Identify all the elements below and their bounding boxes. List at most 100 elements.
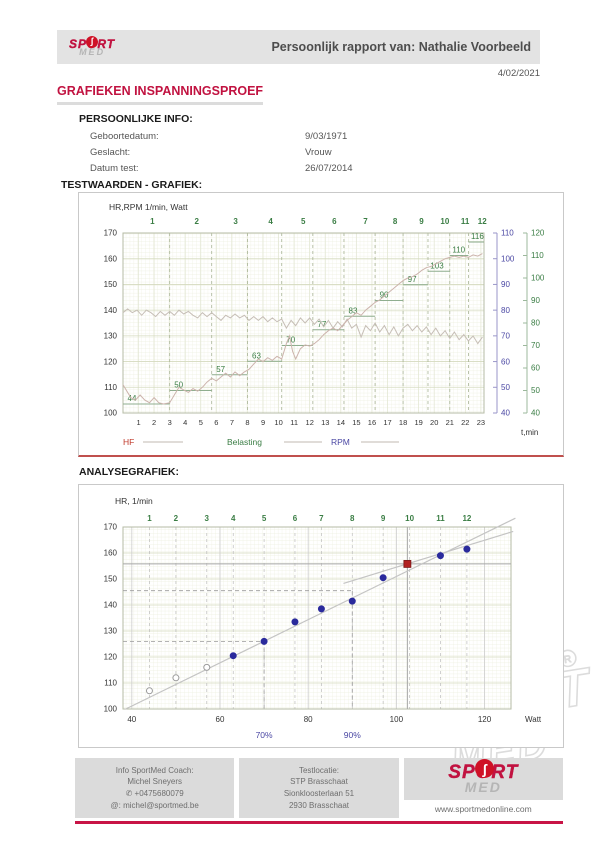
warmup-point <box>203 663 211 671</box>
svg-text:5: 5 <box>262 514 267 523</box>
svg-text:120: 120 <box>104 357 118 366</box>
svg-text:23: 23 <box>477 418 485 427</box>
svg-text:80: 80 <box>304 715 313 724</box>
svg-text:60: 60 <box>216 715 225 724</box>
svg-text:R: R <box>563 654 572 666</box>
svg-text:170: 170 <box>104 229 118 238</box>
svg-text:t,min: t,min <box>521 428 538 437</box>
svg-text:HR, 1/min: HR, 1/min <box>115 496 153 506</box>
svg-text:19: 19 <box>414 418 422 427</box>
info-row-testdate: Datum test: 26/07/2014 <box>90 163 510 174</box>
report-date: 4/02/2021 <box>497 68 540 79</box>
svg-text:9: 9 <box>381 514 386 523</box>
svg-text:50: 50 <box>531 386 540 395</box>
svg-text:9: 9 <box>419 217 424 226</box>
svg-text:5: 5 <box>301 217 306 226</box>
svg-text:80: 80 <box>501 306 510 315</box>
logo-badge-icon: ʃ <box>475 759 495 779</box>
info-row-gender: Geslacht: Vrouw <box>90 147 510 158</box>
svg-text:16: 16 <box>368 418 376 427</box>
svg-text:13: 13 <box>321 418 329 427</box>
footer-location-line: Testlocatie: <box>298 765 339 775</box>
warmup-point <box>145 687 153 695</box>
svg-text:9: 9 <box>261 418 265 427</box>
stage-point <box>379 574 387 582</box>
svg-text:140: 140 <box>104 601 118 610</box>
info-label: Geslacht: <box>90 147 131 158</box>
info-label: Datum test: <box>90 163 139 174</box>
svg-text:6: 6 <box>214 418 218 427</box>
svg-text:90: 90 <box>531 296 540 305</box>
svg-text:7: 7 <box>319 514 324 523</box>
trend-line <box>124 517 516 710</box>
svg-text:150: 150 <box>104 575 118 584</box>
svg-text:3: 3 <box>205 514 210 523</box>
svg-text:170: 170 <box>104 523 118 532</box>
svg-text:10: 10 <box>405 514 414 523</box>
stage-point <box>436 552 444 560</box>
svg-text:130: 130 <box>104 627 118 636</box>
svg-text:83: 83 <box>349 306 358 315</box>
svg-text:3: 3 <box>233 217 238 226</box>
analyse-chart: HR, 1/min 1 2 3 4 5 6 7 8 9 10 11 12 100 110 120 130 140 1… <box>78 484 564 748</box>
info-value: 9/03/1971 <box>305 131 348 142</box>
stage-point <box>291 618 299 626</box>
stage-point <box>348 597 356 605</box>
logo-badge-icon: ʃ <box>86 35 98 48</box>
footer-website-link[interactable]: www.sportmedonline.com <box>403 799 563 818</box>
svg-text:110: 110 <box>501 229 514 238</box>
svg-text:Watt: Watt <box>525 715 542 724</box>
svg-text:3: 3 <box>168 418 172 427</box>
svg-text:50: 50 <box>174 381 183 390</box>
svg-text:100: 100 <box>104 409 118 418</box>
svg-text:57: 57 <box>216 365 225 374</box>
svg-text:HR,RPM 1/min, Watt: HR,RPM 1/min, Watt <box>109 202 188 212</box>
svg-text:Belasting: Belasting <box>227 437 262 447</box>
testwaarden-heading: TESTWAARDEN - GRAFIEK: <box>61 179 203 191</box>
svg-text:8: 8 <box>393 217 398 226</box>
svg-text:97: 97 <box>408 275 417 284</box>
svg-text:12: 12 <box>306 418 314 427</box>
svg-text:160: 160 <box>104 254 118 263</box>
sportmed-logo-icon: SPORT MED ʃ <box>69 35 115 57</box>
footer-location-cell: Testlocatie: STP Brasschaat Sionklooster… <box>239 758 399 818</box>
footer-coach-email: @: michel@sportmed.be <box>110 800 199 810</box>
svg-text:160: 160 <box>104 549 118 558</box>
info-label: Geboortedatum: <box>90 131 159 142</box>
footer-coach-line: Michel Sneyers <box>127 777 182 787</box>
footer-logo-cell: SPORT MED ʃ www.sportmedonline.com <box>403 758 563 818</box>
stage-point <box>463 545 471 553</box>
svg-text:22: 22 <box>461 418 469 427</box>
svg-text:140: 140 <box>104 306 118 315</box>
svg-text:150: 150 <box>104 280 118 289</box>
svg-text:10: 10 <box>274 418 282 427</box>
stage-point <box>260 637 268 645</box>
svg-text:11: 11 <box>290 418 298 427</box>
svg-text:60: 60 <box>531 364 540 373</box>
svg-text:RPM: RPM <box>331 437 350 447</box>
svg-text:63: 63 <box>252 351 261 360</box>
svg-text:70%: 70% <box>256 730 273 740</box>
svg-text:11: 11 <box>461 217 470 226</box>
svg-text:116: 116 <box>471 232 484 241</box>
analyse-heading: ANALYSEGRAFIEK: <box>79 466 179 478</box>
svg-text:80: 80 <box>531 319 540 328</box>
svg-text:12: 12 <box>462 514 471 523</box>
svg-text:1: 1 <box>150 217 155 226</box>
info-value: 26/07/2014 <box>305 163 353 174</box>
stage-point <box>229 652 237 660</box>
svg-text:1: 1 <box>136 418 140 427</box>
svg-text:18: 18 <box>399 418 407 427</box>
footer-location-line: 2930 Brasschaat <box>288 800 350 810</box>
svg-text:2: 2 <box>174 514 179 523</box>
svg-text:1: 1 <box>147 514 152 523</box>
bottom-rule <box>75 821 563 824</box>
svg-text:70: 70 <box>286 336 295 345</box>
svg-text:100: 100 <box>104 705 118 714</box>
testwaarden-chart: 44 50 57 63 70 77 83 90 97 103 110 116 1 2 3 4 5 6 7 8 9 10 11… <box>78 192 564 457</box>
svg-text:17: 17 <box>383 418 391 427</box>
svg-text:103: 103 <box>430 261 444 270</box>
svg-text:40: 40 <box>127 715 136 724</box>
